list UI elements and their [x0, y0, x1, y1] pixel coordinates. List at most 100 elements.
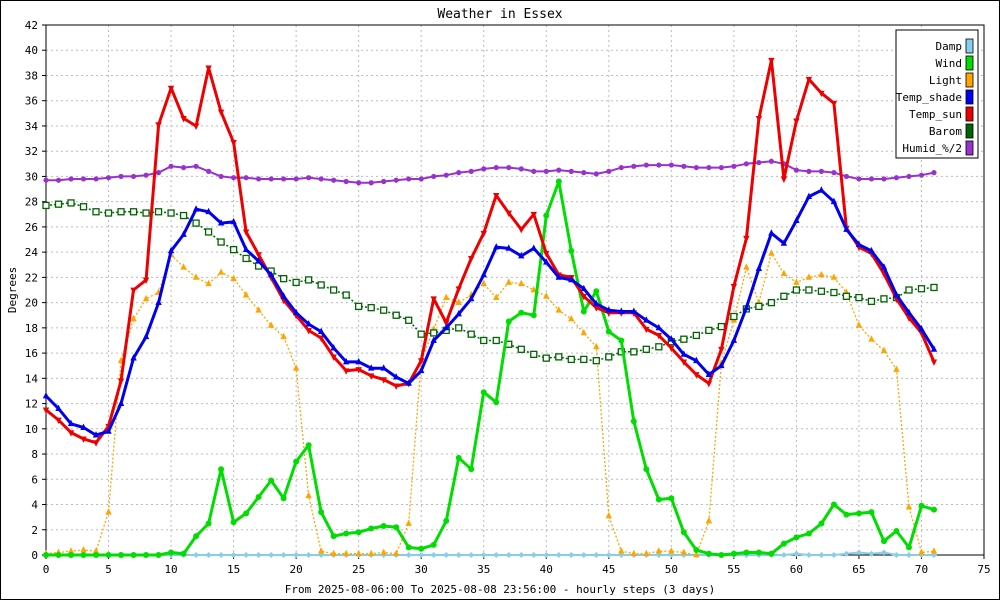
data-point — [142, 332, 150, 340]
data-point — [117, 399, 125, 406]
y-tick-label: 24 — [25, 246, 39, 259]
data-point — [731, 163, 737, 169]
data-point — [718, 552, 725, 558]
y-tick-label: 4 — [31, 499, 38, 512]
data-point — [192, 123, 200, 130]
data-point — [755, 264, 763, 271]
data-point — [518, 552, 525, 558]
data-point — [793, 534, 800, 541]
data-point — [367, 304, 375, 312]
data-point — [642, 345, 650, 353]
data-point — [830, 100, 838, 108]
data-point — [618, 337, 625, 344]
data-point — [643, 162, 649, 168]
data-point — [855, 321, 863, 328]
data-point — [480, 389, 487, 396]
data-point — [54, 200, 63, 208]
data-point — [218, 552, 225, 558]
data-point — [268, 552, 275, 558]
series-line-temp-shade — [44, 188, 936, 437]
data-point — [630, 418, 637, 425]
data-point — [605, 511, 612, 519]
data-point — [292, 308, 300, 316]
data-point — [205, 279, 212, 287]
y-tick-label: 30 — [25, 170, 38, 183]
data-point — [92, 440, 100, 447]
data-point — [243, 510, 250, 517]
data-point — [543, 212, 550, 219]
data-point — [443, 320, 450, 327]
data-point — [855, 510, 862, 517]
data-point — [293, 552, 300, 558]
data-point — [930, 547, 938, 554]
data-point — [792, 286, 801, 294]
data-point — [580, 355, 588, 364]
data-point — [655, 323, 663, 331]
data-point — [355, 357, 362, 365]
data-point — [718, 361, 725, 369]
data-point — [668, 547, 675, 554]
data-point — [68, 552, 75, 558]
data-point — [593, 288, 600, 295]
data-point — [155, 298, 162, 306]
data-point — [230, 519, 237, 526]
data-point — [806, 168, 812, 174]
x-tick-label: 20 — [290, 563, 303, 576]
data-point — [155, 170, 162, 176]
data-point — [280, 332, 287, 340]
data-point — [55, 417, 62, 424]
data-point — [317, 327, 325, 335]
data-point — [455, 286, 462, 293]
data-point — [317, 281, 325, 289]
data-point — [118, 173, 124, 180]
data-point — [568, 275, 575, 283]
legend-swatch — [965, 89, 974, 105]
data-point — [880, 295, 888, 303]
data-point — [643, 316, 650, 323]
data-point — [542, 354, 550, 362]
data-point — [67, 199, 75, 207]
data-point — [881, 176, 887, 182]
y-tick-label: 14 — [25, 372, 39, 385]
data-point — [705, 370, 713, 377]
data-point — [755, 302, 763, 311]
y-tick-label: 2 — [31, 524, 38, 537]
data-point — [568, 315, 575, 322]
data-point — [867, 297, 876, 306]
data-point — [92, 431, 100, 438]
data-point — [255, 252, 262, 259]
data-point — [805, 192, 813, 200]
data-point — [843, 550, 850, 557]
data-point — [443, 323, 450, 331]
data-point — [305, 491, 312, 499]
data-point — [205, 168, 212, 174]
data-point — [693, 546, 700, 553]
data-point — [480, 552, 487, 558]
data-point — [880, 346, 888, 353]
data-point — [217, 219, 225, 226]
data-point — [768, 249, 775, 256]
data-point — [142, 294, 150, 302]
y-tick-label: 22 — [25, 271, 38, 284]
data-point — [143, 172, 149, 178]
y-tick-label: 16 — [25, 347, 38, 360]
data-point — [643, 466, 650, 473]
series-lines — [42, 57, 938, 558]
data-point — [104, 209, 113, 217]
data-point — [342, 357, 350, 365]
data-point — [930, 359, 938, 366]
data-point — [217, 109, 225, 117]
data-point — [305, 327, 312, 335]
data-point — [705, 380, 713, 388]
data-point — [268, 176, 274, 182]
data-point — [255, 493, 262, 500]
y-axis-label: Degrees — [6, 267, 19, 313]
data-point — [367, 364, 375, 371]
x-tick-label: 0 — [43, 563, 50, 576]
data-point — [543, 168, 549, 174]
data-point — [143, 552, 150, 558]
data-point — [855, 549, 862, 556]
data-point — [243, 552, 250, 558]
data-point — [568, 168, 574, 174]
data-point — [43, 552, 49, 558]
